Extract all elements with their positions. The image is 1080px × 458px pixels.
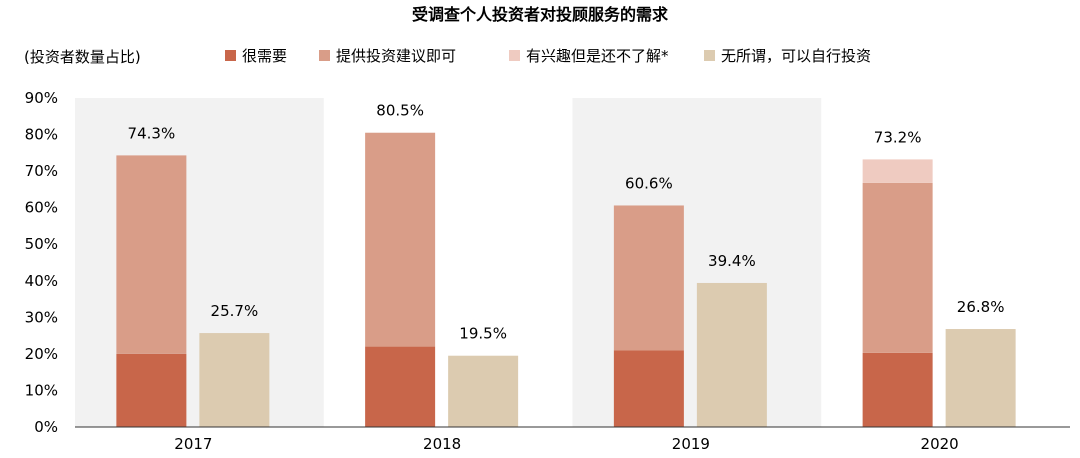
data-label-2019-indiff: 39.4% xyxy=(708,252,756,270)
bar-2019-series-1 xyxy=(613,205,684,351)
bar-2019-series-0 xyxy=(613,350,684,427)
data-labels: 74.3% 25.7% 80.5% 19.5% 60.6% 39.4% 73.2% 26.8% xyxy=(128,102,1005,343)
data-label-2018-indiff: 19.5% xyxy=(459,325,507,343)
legend-label-3: 无所谓，可以自行投资 xyxy=(721,47,871,65)
bar-2018-series-0 xyxy=(365,346,436,427)
y-tick-label: 10% xyxy=(25,381,58,399)
data-label-2019-need: 60.6% xyxy=(625,174,673,192)
legend-swatch-0 xyxy=(225,50,236,61)
bar-2017-series-0 xyxy=(116,353,187,427)
legend: 很需要 提供投资建议即可 有兴趣但是还不了解* 无所谓，可以自行投资 xyxy=(225,47,871,65)
x-tick-label: 2018 xyxy=(423,435,461,453)
x-tick-label: 2020 xyxy=(921,435,959,453)
y-tick-label: 20% xyxy=(25,345,58,363)
y-tick-label: 60% xyxy=(25,199,58,217)
legend-label-2: 有兴趣但是还不了解* xyxy=(526,47,669,65)
legend-label-0: 很需要 xyxy=(242,47,287,65)
bar-2017-series-1 xyxy=(116,155,187,354)
legend-swatch-1 xyxy=(319,50,330,61)
x-tick-label: 2019 xyxy=(672,435,710,453)
bar-2020-series-0 xyxy=(862,352,933,427)
bar-2018-series-3 xyxy=(448,355,519,427)
y-tick-label: 50% xyxy=(25,235,58,253)
bar-2020-series-3 xyxy=(945,329,1016,427)
bar-2020-series-1 xyxy=(862,182,933,353)
bars xyxy=(116,132,1016,427)
x-tick-label: 2017 xyxy=(174,435,212,453)
data-label-2020-need: 73.2% xyxy=(874,128,922,146)
y-axis: 0% 10% 20% 30% 40% 50% 60% 70% 80% 90% xyxy=(25,89,58,436)
chart-title: 受调查个人投资者对投顾服务的需求 xyxy=(412,5,669,24)
bar-2020-series-2 xyxy=(862,159,933,183)
y-tick-label: 80% xyxy=(25,126,58,144)
y-tick-label: 40% xyxy=(25,272,58,290)
legend-label-1: 提供投资建议即可 xyxy=(336,47,456,65)
y-tick-label: 70% xyxy=(25,162,58,180)
bar-2017-series-3 xyxy=(199,333,270,427)
y-axis-label: (投资者数量占比) xyxy=(24,48,141,66)
bar-2019-series-3 xyxy=(696,282,767,427)
data-label-2020-indiff: 26.8% xyxy=(957,298,1005,316)
legend-swatch-2 xyxy=(509,50,520,61)
data-label-2018-need: 80.5% xyxy=(376,102,424,120)
y-tick-label: 30% xyxy=(25,308,58,326)
legend-swatch-3 xyxy=(704,50,715,61)
x-axis: 2017 2018 2019 2020 xyxy=(174,435,958,453)
y-tick-label: 0% xyxy=(34,418,58,436)
bar-2018-series-1 xyxy=(365,132,436,347)
data-label-2017-indiff: 25.7% xyxy=(211,302,259,320)
data-label-2017-need: 74.3% xyxy=(128,124,176,142)
y-tick-label: 90% xyxy=(25,89,58,107)
